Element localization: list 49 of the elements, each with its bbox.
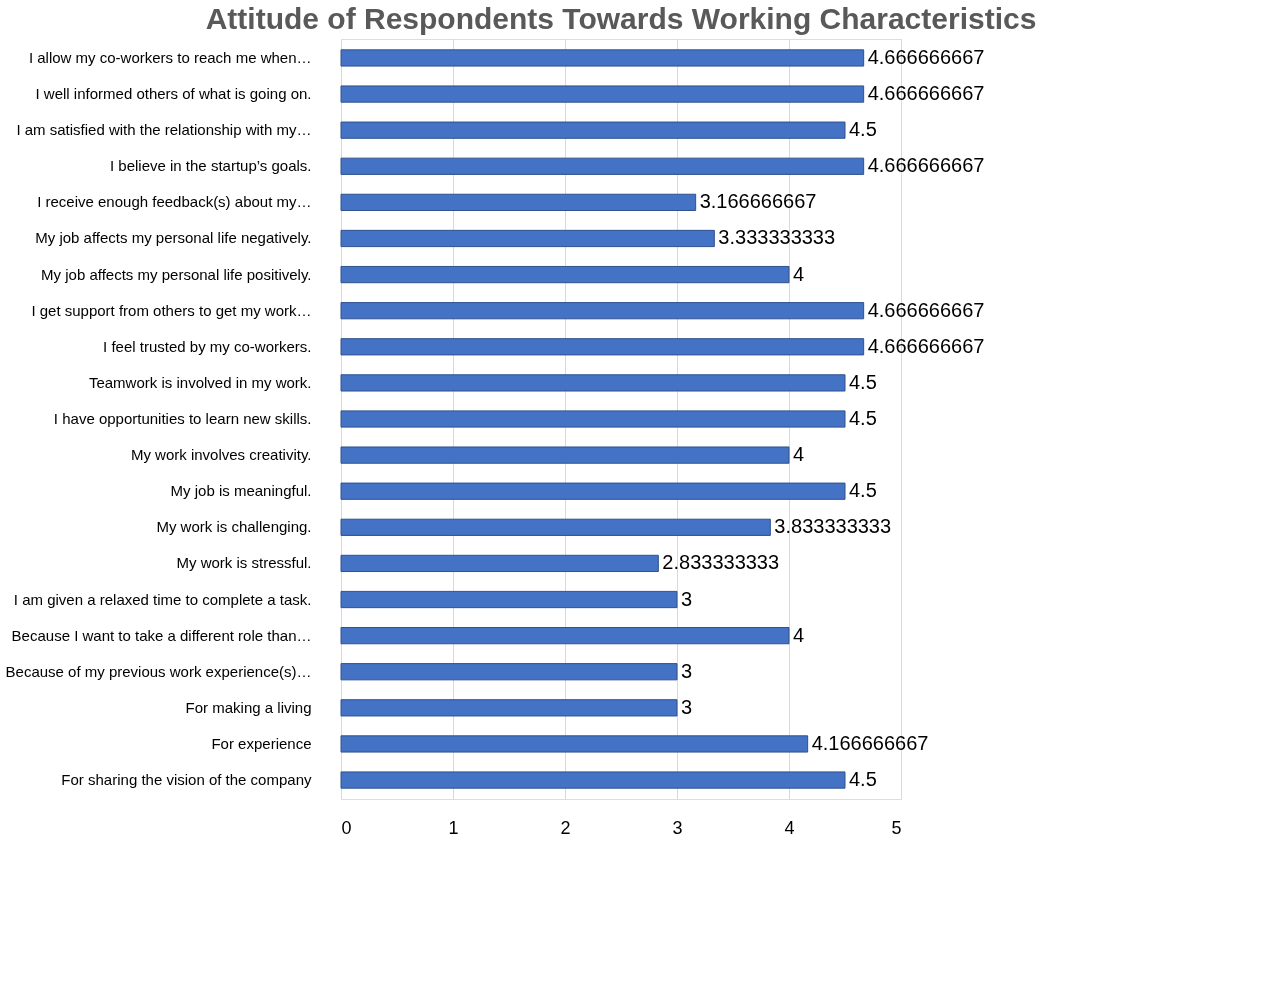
data-label: 4 <box>793 262 805 285</box>
data-label: 4.5 <box>849 118 877 141</box>
data-label: 3 <box>681 587 693 610</box>
y-tick-label: Because I want to take a different role than… <box>11 626 312 644</box>
x-tick-label: 5 <box>891 817 902 838</box>
y-tick-label: For making a living <box>185 698 312 716</box>
x-tick-label: 3 <box>672 817 683 838</box>
y-tick-label: I receive enough feedback(s) about my… <box>37 193 312 211</box>
y-tick-label: I am satisfied with the relationship with my… <box>16 121 312 139</box>
data-label: 4.166666667 <box>811 731 929 754</box>
y-tick-label: I allow my co-workers to reach me when… <box>28 48 312 66</box>
data-label: 4.666666667 <box>867 82 985 105</box>
y-tick-label: I believe in the startup’s goals. <box>109 157 312 175</box>
data-label: 3.833333333 <box>774 515 892 538</box>
data-label: 4.666666667 <box>867 154 985 177</box>
y-tick-label: My job affects my personal life negatively. <box>35 229 312 247</box>
data-label: 2.833333333 <box>662 551 780 574</box>
y-tick-label: Because of my previous work experience(s)… <box>5 662 312 680</box>
data-label: 4.666666667 <box>867 334 985 357</box>
data-label: 4 <box>793 443 805 466</box>
y-tick-label: I am given a relaxed time to complete a task. <box>13 590 312 608</box>
data-label: 3.166666667 <box>699 190 817 213</box>
y-tick-label: I get support from others to get my work… <box>31 301 312 319</box>
x-tick-label: 0 <box>341 817 352 838</box>
y-tick-label: My job affects my personal life positively. <box>41 265 312 283</box>
y-tick-label: My work is stressful. <box>176 554 312 572</box>
y-tick-label: My work involves creativity. <box>130 446 312 464</box>
data-label: 3 <box>681 695 693 718</box>
y-tick-label: I have opportunities to learn new skills. <box>53 410 312 427</box>
x-tick-label: 1 <box>448 817 459 838</box>
y-tick-label: For experience <box>211 734 312 752</box>
data-label: 4 <box>793 623 805 646</box>
x-tick-label: 4 <box>784 817 795 838</box>
y-tick-label: Teamwork is involved in my work. <box>88 373 312 391</box>
y-tick-label: I feel trusted by my co-workers. <box>103 337 312 355</box>
chart-title: Attitude of Respondents Towards Working Characteristics <box>205 2 1037 35</box>
data-label: 4.666666667 <box>867 298 985 321</box>
y-tick-label: My job is meaningful. <box>170 482 312 500</box>
data-label: 3.333333333 <box>718 226 836 249</box>
data-label: 4.5 <box>849 370 877 393</box>
x-tick-label: 2 <box>560 817 571 838</box>
data-label: 4.5 <box>849 768 877 791</box>
y-tick-label: I well informed others of what is going on. <box>35 85 312 103</box>
data-label: 4.5 <box>849 479 877 502</box>
y-tick-label: My work is challenging. <box>156 518 312 536</box>
data-label: 4.666666667 <box>867 45 985 68</box>
data-label: 4.5 <box>849 407 877 429</box>
y-tick-label: For sharing the vision of the company <box>61 771 312 789</box>
data-label: 3 <box>681 659 693 682</box>
